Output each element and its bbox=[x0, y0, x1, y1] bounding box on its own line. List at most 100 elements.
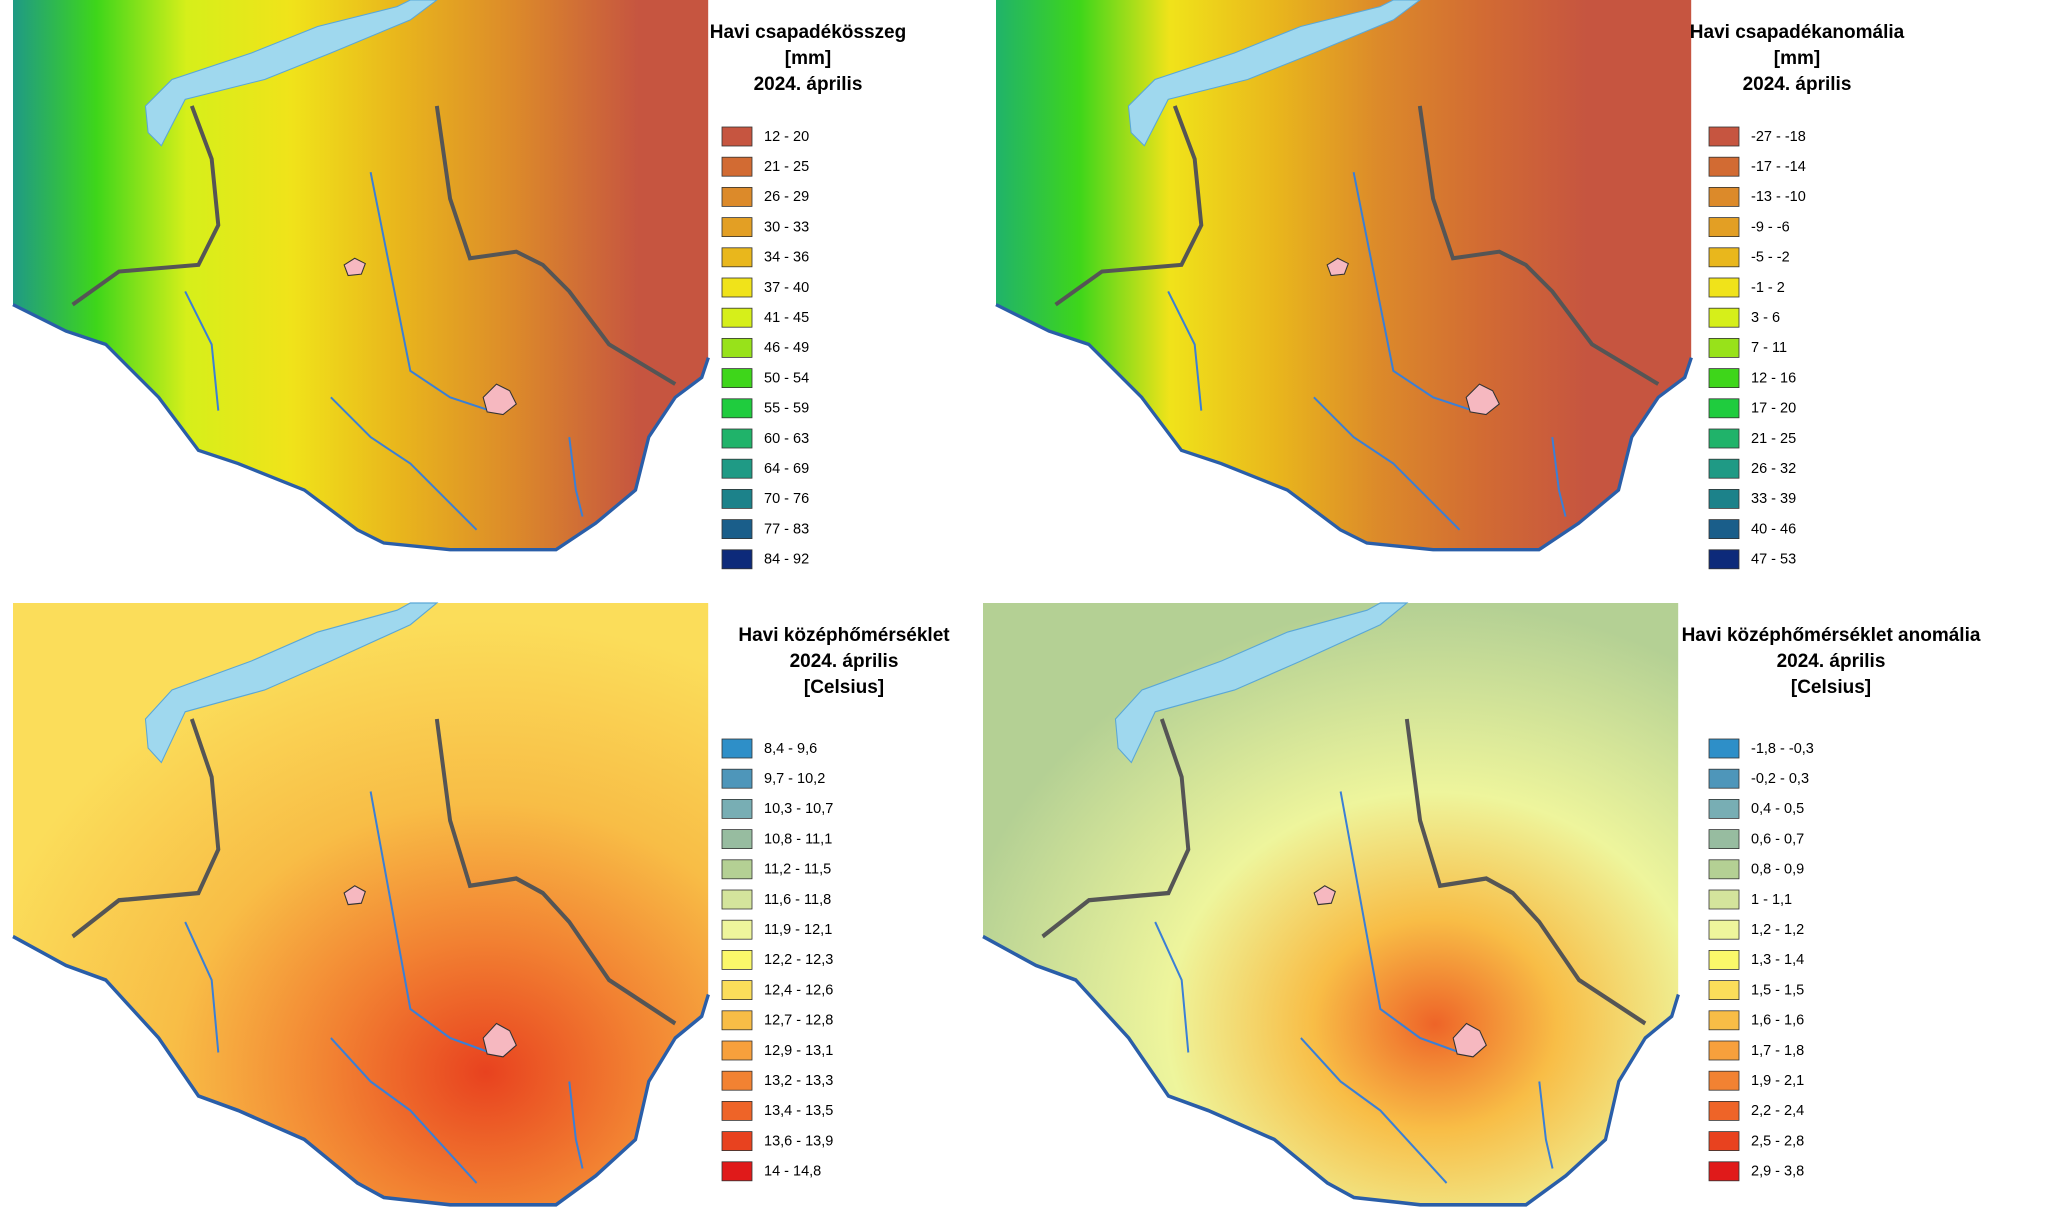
legend-swatch bbox=[1708, 889, 1740, 910]
legend-label: 50 - 54 bbox=[764, 370, 809, 386]
legend-label: 1,5 - 1,5 bbox=[1751, 982, 1804, 998]
legend-label: 8,4 - 9,6 bbox=[764, 741, 817, 757]
legend-swatch bbox=[721, 1040, 753, 1061]
legend-swatch bbox=[721, 1070, 753, 1091]
legend-swatch bbox=[1708, 186, 1740, 207]
panel-title: [mm] bbox=[785, 48, 831, 69]
legend-label: -5 - -2 bbox=[1751, 250, 1790, 266]
legend-swatch bbox=[721, 919, 753, 940]
panel-title: 2024. április bbox=[754, 74, 863, 95]
legend-swatch bbox=[1708, 458, 1740, 479]
legend-swatch bbox=[1708, 307, 1740, 328]
legend-label: 2,2 - 2,4 bbox=[1751, 1103, 1804, 1119]
legend-swatch bbox=[1708, 980, 1740, 1000]
legend-swatch bbox=[721, 126, 753, 147]
legend-label: 77 - 83 bbox=[764, 521, 809, 537]
legend-label: 0,8 - 0,9 bbox=[1751, 862, 1804, 878]
legend-swatch bbox=[721, 799, 753, 819]
legend-label: 12,2 - 12,3 bbox=[764, 952, 833, 968]
legend-swatch bbox=[1708, 1161, 1740, 1182]
legend-label: 12 - 20 bbox=[764, 129, 809, 145]
legend-label: 1,2 - 1,2 bbox=[1751, 922, 1804, 938]
legend-label: 21 - 25 bbox=[1751, 431, 1796, 447]
legend-label: 14 - 14,8 bbox=[764, 1164, 821, 1180]
legend-swatch bbox=[721, 428, 753, 449]
legend-label: 10,3 - 10,7 bbox=[764, 801, 833, 817]
legend-label: 13,6 - 13,9 bbox=[764, 1133, 833, 1149]
legend-swatch bbox=[721, 247, 753, 268]
legend-swatch bbox=[721, 549, 753, 570]
map-temperature-anomaly bbox=[983, 603, 1678, 1205]
legend-swatch bbox=[721, 859, 753, 880]
legend-swatch bbox=[721, 1010, 753, 1031]
legend-swatch bbox=[1708, 126, 1740, 147]
panel-title: Havi csapadékösszeg bbox=[710, 22, 906, 43]
legend-swatch bbox=[721, 980, 753, 1000]
legend-label: 1,7 - 1,8 bbox=[1751, 1043, 1804, 1059]
legend-label: 1,9 - 2,1 bbox=[1751, 1073, 1804, 1089]
legend-label: 13,4 - 13,5 bbox=[764, 1103, 833, 1119]
legend-label: 70 - 76 bbox=[764, 491, 809, 507]
map-temperature bbox=[13, 603, 708, 1205]
legend-swatch bbox=[721, 768, 753, 789]
legends: Havi csapadékösszeg [mm] 2024. április 12 -… bbox=[710, 22, 1981, 1182]
legend-label: 12,7 - 12,8 bbox=[764, 1013, 833, 1029]
legend-label: 2,9 - 3,8 bbox=[1751, 1164, 1804, 1180]
legend-swatch bbox=[1708, 799, 1740, 819]
panel-title: 2024. április bbox=[1743, 74, 1852, 95]
legend-swatch bbox=[721, 889, 753, 910]
legend-swatch bbox=[1708, 1101, 1740, 1121]
legend-swatch bbox=[1708, 1010, 1740, 1031]
legend-swatch bbox=[1708, 549, 1740, 570]
legend-swatch bbox=[721, 368, 753, 389]
legend-label: -0,2 - 0,3 bbox=[1751, 771, 1809, 787]
legend-label: -17 - -14 bbox=[1751, 159, 1806, 175]
legend-label: 3 - 6 bbox=[1751, 310, 1780, 326]
legend-label: -1,8 - -0,3 bbox=[1751, 741, 1814, 757]
legend-label: -13 - -10 bbox=[1751, 189, 1806, 205]
legend-label: 12 - 16 bbox=[1751, 370, 1796, 386]
legend-label: 12,4 - 12,6 bbox=[764, 982, 833, 998]
legend-swatch bbox=[721, 519, 753, 539]
legend-swatch bbox=[721, 1131, 753, 1151]
legend-swatch bbox=[721, 337, 753, 358]
legend-swatch bbox=[1708, 1131, 1740, 1151]
legend-swatch bbox=[1708, 768, 1740, 789]
legend-swatch bbox=[1708, 1040, 1740, 1061]
legend-label: 11,6 - 11,8 bbox=[764, 892, 831, 908]
legend-label: -1 - 2 bbox=[1751, 280, 1785, 296]
legend-label: 55 - 59 bbox=[764, 401, 809, 417]
legend-swatch bbox=[1708, 488, 1740, 509]
legend-label: 11,9 - 12,1 bbox=[764, 922, 832, 938]
legend-swatch bbox=[1708, 247, 1740, 268]
legend-label: 0,4 - 0,5 bbox=[1751, 801, 1804, 817]
legend-label: 34 - 36 bbox=[764, 250, 809, 266]
legend-label: 7 - 11 bbox=[1751, 340, 1787, 356]
map-precipitation-anomaly bbox=[994, 0, 1694, 552]
legend-swatch bbox=[1708, 519, 1740, 539]
legend-label: 2,5 - 2,8 bbox=[1751, 1133, 1804, 1149]
legend-swatch bbox=[721, 829, 753, 849]
legend-swatch bbox=[721, 738, 753, 759]
legend-swatch bbox=[1708, 919, 1740, 940]
legend-swatch bbox=[721, 307, 753, 328]
legend-swatch bbox=[721, 488, 753, 509]
legend-swatch bbox=[721, 950, 753, 970]
legend-swatch bbox=[1708, 337, 1740, 358]
legend-swatch bbox=[721, 156, 753, 177]
legend-label: 26 - 32 bbox=[1751, 461, 1796, 477]
legend-label: 1,6 - 1,6 bbox=[1751, 1013, 1804, 1029]
legend-swatch bbox=[1708, 738, 1740, 759]
legend-swatch bbox=[1708, 859, 1740, 880]
legend-swatch bbox=[1708, 398, 1740, 419]
legend-label: 41 - 45 bbox=[764, 310, 809, 326]
legend-swatch bbox=[1708, 277, 1740, 298]
legend-label: 47 - 53 bbox=[1751, 552, 1796, 568]
legend-swatch bbox=[721, 217, 753, 238]
panel-title: Havi középhőmérséklet bbox=[738, 625, 950, 646]
legend-label: 64 - 69 bbox=[764, 461, 809, 477]
legend-label: 84 - 92 bbox=[764, 552, 809, 568]
panel-title: Havi csapadékanomália bbox=[1690, 22, 1905, 43]
